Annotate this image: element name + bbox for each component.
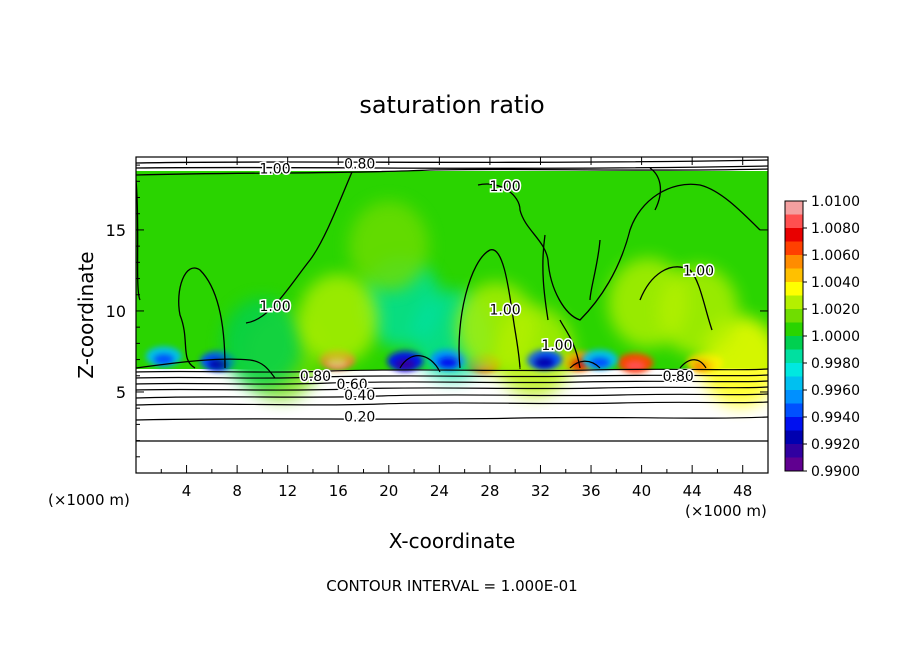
colorbar-band-5 xyxy=(785,268,803,283)
contour-label-0: 1.00 xyxy=(259,161,290,177)
colorbar-band-2 xyxy=(785,228,803,242)
contour-label-6: 1.00 xyxy=(541,338,572,354)
plot-area: 1.00 0.80 1.00 1.00 1.00 1.00 1.00 0.80 0.600.40… xyxy=(136,156,768,473)
x-tick-label-11: 48 xyxy=(733,482,752,500)
colorbar-band-18 xyxy=(785,444,803,458)
saturation-feature-core-14 xyxy=(534,357,555,368)
saturation-feature-core-10 xyxy=(208,359,229,370)
contour-label-8: 0.60 xyxy=(337,377,368,393)
x-tick-label-7: 32 xyxy=(531,482,550,500)
contour-label-3: 1.00 xyxy=(683,263,714,279)
contour-labels: 1.00 0.80 1.00 1.00 1.00 1.00 1.00 0.80 0.600.40… xyxy=(258,156,716,427)
colorbar-label-5: 1.0000 xyxy=(811,329,860,345)
colorbar-band-11 xyxy=(785,349,803,364)
plot-frame xyxy=(135,156,769,474)
saturation-feature-core-11 xyxy=(153,354,174,365)
colorbar-band-4 xyxy=(785,255,803,269)
saturation-features xyxy=(145,201,768,407)
colorbar-band-9 xyxy=(785,322,803,337)
contour-label-7: 0.80 xyxy=(300,369,331,385)
y-tick-label-1: 10 xyxy=(106,302,126,321)
contour-label-2: 1.00 xyxy=(490,179,521,195)
colorbar: 1.0100 1.0080 1.0060 1.0040 1.0020 1.0000 0.99… xyxy=(784,194,860,480)
x-tick-label-5: 24 xyxy=(430,482,449,500)
colorbar-label-8: 0.9940 xyxy=(811,410,860,426)
cloud-contours xyxy=(136,159,768,369)
saturation-feature-17 xyxy=(348,201,429,292)
contour-label-1: 0.80 xyxy=(344,156,375,172)
saturation-feature-20 xyxy=(298,274,379,365)
colorbar-band-19 xyxy=(785,457,803,472)
saturation-feature-core-15 xyxy=(589,357,610,368)
x-tick-label-10: 44 xyxy=(683,482,702,500)
colorbar-label-6: 0.9980 xyxy=(811,356,860,372)
colorbar-band-6 xyxy=(785,282,803,296)
colorbar-label-4: 1.0020 xyxy=(811,302,860,318)
x-unit-right: (×1000 m) xyxy=(685,502,767,520)
x-tick-label-0: 4 xyxy=(182,482,192,500)
x-axis-ticks: 4 8 12 16 20 24 28 32 36 40 44 48 xyxy=(160,157,752,500)
contour-label-5: 1.00 xyxy=(490,302,521,318)
y-axis-ticks: 5 10 15 xyxy=(106,164,768,458)
colorbar-band-1 xyxy=(785,214,803,229)
x-tick-label-2: 12 xyxy=(278,482,297,500)
colorbar-band-12 xyxy=(785,363,803,377)
lower-contours xyxy=(136,355,768,442)
x-tick-label-3: 16 xyxy=(329,482,348,500)
colorbar-band-13 xyxy=(785,376,803,391)
x-tick-label-9: 40 xyxy=(632,482,651,500)
contour-label-11: 0.80 xyxy=(663,369,694,385)
contour-label-9: 0.40 xyxy=(344,388,375,404)
colorbar-label-10: 0.9900 xyxy=(811,464,860,480)
colorbar-band-3 xyxy=(785,241,803,256)
colorbar-label-2: 1.0060 xyxy=(811,248,860,264)
contour-label-10: 0.20 xyxy=(344,409,375,425)
x-tick-label-6: 28 xyxy=(480,482,499,500)
colorbar-label-1: 1.0080 xyxy=(811,221,860,237)
saturation-feature-16 xyxy=(222,298,303,389)
colorbar-band-14 xyxy=(785,390,803,404)
x-tick-label-4: 20 xyxy=(379,482,398,500)
x-tick-label-1: 8 xyxy=(232,482,242,500)
colorbar-band-16 xyxy=(785,417,803,431)
x-unit-left: (×1000 m) xyxy=(48,491,130,509)
contour-interval-note: CONTOUR INTERVAL = 1.000E-01 xyxy=(326,577,577,595)
chart-title: saturation ratio xyxy=(359,91,544,119)
x-axis-label: X-coordinate xyxy=(389,529,516,553)
x-tick-label-8: 36 xyxy=(581,482,600,500)
colorbar-band-7 xyxy=(785,295,803,310)
y-axis-label: Z-coordinate xyxy=(74,251,98,378)
colorbar-label-0: 1.0100 xyxy=(811,194,860,210)
contour-label-4: 1.00 xyxy=(259,299,290,315)
colorbar-band-17 xyxy=(785,430,803,445)
colorbar-label-3: 1.0040 xyxy=(811,275,860,291)
colorbar-label-7: 0.9960 xyxy=(811,383,860,399)
saturation-feature-19 xyxy=(658,265,739,356)
saturation-feature-core-13 xyxy=(438,357,459,368)
y-tick-label-0: 5 xyxy=(116,383,126,402)
colorbar-band-10 xyxy=(785,336,803,350)
saturation-feature-core-4 xyxy=(625,360,646,371)
saturation-feature-21 xyxy=(456,282,537,373)
colorbar-band-8 xyxy=(785,309,803,323)
colorbar-band-15 xyxy=(785,403,803,418)
colorbar-band-0 xyxy=(785,201,803,215)
colorbar-label-9: 0.9920 xyxy=(811,437,860,453)
y-tick-label-2: 15 xyxy=(106,221,126,240)
